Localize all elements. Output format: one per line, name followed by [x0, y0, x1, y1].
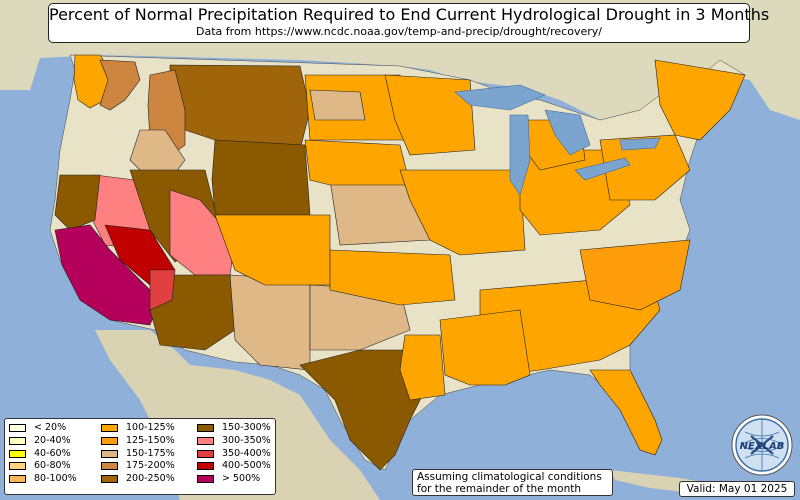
- legend-swatch: [101, 424, 118, 432]
- region-california-coast: [54, 174, 101, 231]
- legend-item: < 20%: [9, 422, 77, 434]
- legend-item: 150-300%: [197, 422, 271, 434]
- legend-swatch: [101, 449, 118, 458]
- lake-michigan: [509, 114, 531, 196]
- legend-item: 40-60%: [9, 448, 77, 460]
- region-colorado: [214, 214, 331, 286]
- legend-item: > 500%: [197, 473, 271, 485]
- legend-swatch: [101, 462, 118, 471]
- valid-date: Valid: May 01 2025: [679, 481, 795, 497]
- region-texas: [299, 349, 431, 471]
- region-wyoming: [211, 139, 311, 216]
- legend-swatch: [197, 475, 214, 484]
- legend-item: 125-150%: [101, 435, 175, 447]
- legend-column-1: < 20% 20-40% 40-60% 60-80% 80-100%: [9, 422, 77, 486]
- note-line-1: Assuming climatological conditions: [417, 471, 602, 483]
- lake-superior: [454, 84, 546, 111]
- legend-label: 40-60%: [34, 447, 71, 459]
- legend-item: 60-80%: [9, 460, 77, 472]
- lake-huron: [544, 109, 591, 156]
- legend-item: 80-100%: [9, 473, 77, 485]
- legend-item: 350-400%: [197, 448, 271, 460]
- drought-regions: [54, 54, 746, 471]
- legend-swatch: [197, 424, 214, 432]
- title-box: Percent of Normal Precipitation Required…: [48, 3, 770, 43]
- legend-label: 200-250%: [126, 473, 175, 485]
- legend-label: 60-80%: [34, 460, 71, 472]
- region-oklahoma: [329, 249, 456, 306]
- legend-swatch: [9, 436, 26, 445]
- legend-swatch: [9, 462, 26, 471]
- legend-label: 350-400%: [222, 447, 271, 459]
- nexlab-globe-logo: NEXLAB: [731, 414, 793, 476]
- legend-item: 400-500%: [197, 460, 271, 472]
- great-lakes: [454, 84, 661, 196]
- legend-label: 80-100%: [34, 473, 77, 485]
- legend-label: 175-200%: [126, 460, 175, 472]
- legend-item: 300-350%: [197, 435, 271, 447]
- legend-swatch: [197, 436, 214, 445]
- legend-swatch: [197, 462, 214, 471]
- region-new-york: [599, 134, 691, 201]
- legend-swatch: [101, 475, 118, 484]
- region-carolinas: [579, 239, 691, 311]
- legend-column-3: 150-300% 300-350% 350-400% 400-500% > 50…: [197, 422, 271, 486]
- legend-item: 150-175%: [101, 448, 175, 460]
- legend-label: < 20%: [34, 422, 67, 433]
- legend: < 20% 20-40% 40-60% 60-80% 80-100% 100-1…: [4, 418, 276, 495]
- region-florida: [589, 369, 663, 456]
- legend-label: > 500%: [222, 473, 261, 485]
- legend-label: 150-175%: [126, 447, 175, 459]
- region-gulf-coast: [439, 309, 531, 386]
- assumption-note: Assuming climatological conditions for t…: [412, 469, 613, 496]
- region-northeast: [654, 59, 746, 141]
- region-oregon-west: [99, 59, 141, 111]
- legend-swatch: [9, 449, 26, 458]
- region-minnesota: [384, 74, 476, 156]
- lake-erie: [574, 157, 631, 181]
- legend-item: 100-125%: [101, 422, 175, 434]
- legend-column-2: 100-125% 125-150% 150-175% 175-200% 200-…: [101, 422, 175, 486]
- region-texas-east: [399, 334, 446, 401]
- legend-swatch: [197, 449, 214, 458]
- legend-swatch: [9, 424, 26, 432]
- legend-swatch: [101, 436, 118, 445]
- note-line-2: for the remainder of the month: [417, 483, 582, 495]
- legend-label: 125-150%: [126, 434, 175, 446]
- legend-item: 200-250%: [101, 473, 175, 485]
- legend-item: 175-200%: [101, 460, 175, 472]
- map-title: Percent of Normal Precipitation Required…: [49, 5, 770, 24]
- legend-swatch: [9, 475, 26, 484]
- region-nebraska: [304, 139, 411, 186]
- legend-label: 400-500%: [222, 460, 271, 472]
- legend-label: 20-40%: [34, 434, 71, 446]
- legend-item: 20-40%: [9, 435, 77, 447]
- map-subtitle: Data from https://www.ncdc.noaa.gov/temp…: [196, 25, 602, 38]
- legend-label: 100-125%: [126, 422, 175, 433]
- region-arizona-west: [149, 269, 176, 311]
- logo-text: NEXLAB: [740, 441, 785, 452]
- lake-ontario: [619, 137, 661, 151]
- legend-label: 150-300%: [222, 422, 271, 433]
- legend-label: 300-350%: [222, 434, 271, 446]
- region-north-dakota-light: [309, 89, 366, 121]
- region-pacific-nw: [73, 54, 111, 109]
